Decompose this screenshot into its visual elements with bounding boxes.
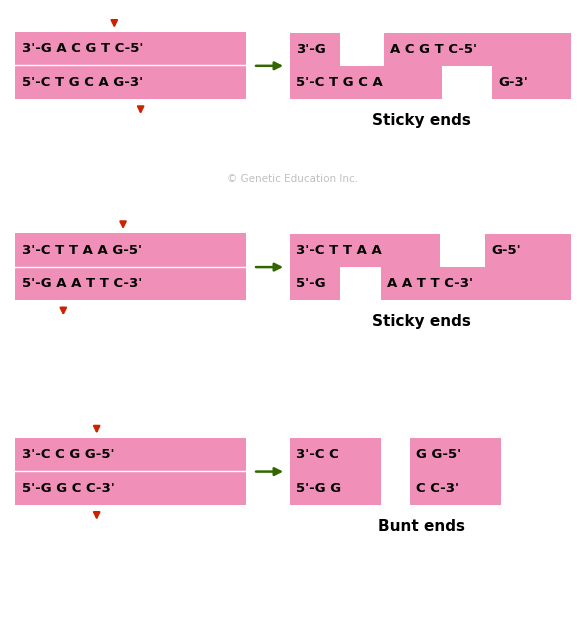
Text: Sticky ends: Sticky ends — [373, 314, 471, 329]
Text: Sticky ends: Sticky ends — [373, 113, 471, 128]
Text: A C G T C-5': A C G T C-5' — [390, 43, 476, 56]
Bar — [15, 233, 246, 300]
Text: G-3': G-3' — [498, 76, 528, 89]
Text: 5'-G A A T T C-3': 5'-G A A T T C-3' — [22, 277, 142, 290]
Text: Bunt ends: Bunt ends — [379, 520, 465, 534]
Text: 3'-C T T A A G-5': 3'-C T T A A G-5' — [22, 243, 142, 256]
Text: 5'-G G: 5'-G G — [296, 482, 341, 495]
Text: 3'-C C: 3'-C C — [296, 449, 339, 461]
Text: G-5': G-5' — [491, 244, 521, 257]
Bar — [290, 267, 340, 300]
Text: 5'-G G C C-3': 5'-G G C C-3' — [22, 482, 114, 495]
Bar — [384, 33, 571, 66]
Text: A A T T C-3': A A T T C-3' — [387, 277, 473, 290]
Bar — [290, 33, 340, 66]
Text: 3'-G: 3'-G — [296, 43, 326, 56]
Bar — [410, 472, 501, 505]
Bar — [410, 438, 501, 472]
Text: 5'-C T G C A: 5'-C T G C A — [296, 76, 383, 89]
Text: 3'-C T T A A: 3'-C T T A A — [296, 244, 381, 257]
Bar — [290, 472, 381, 505]
Text: G G-5': G G-5' — [416, 449, 461, 461]
Text: 5'-G: 5'-G — [296, 277, 326, 290]
Text: 5'-C T G C A G-3': 5'-C T G C A G-3' — [22, 76, 143, 89]
Bar — [485, 234, 571, 267]
Bar — [290, 234, 440, 267]
Bar — [15, 32, 246, 99]
Bar — [15, 438, 246, 505]
Bar — [290, 66, 442, 99]
Bar — [290, 438, 381, 472]
Text: 3'-C C G G-5': 3'-C C G G-5' — [22, 448, 114, 461]
Bar — [381, 267, 571, 300]
Bar — [492, 66, 571, 99]
Text: 3'-G A C G T C-5': 3'-G A C G T C-5' — [22, 42, 143, 55]
Text: C C-3': C C-3' — [416, 482, 459, 495]
Text: © Genetic Education Inc.: © Genetic Education Inc. — [227, 174, 359, 184]
